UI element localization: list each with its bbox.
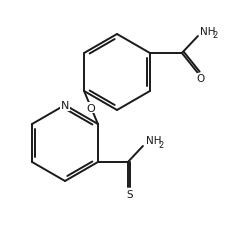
Text: S: S <box>126 189 133 199</box>
Text: NH: NH <box>146 136 161 145</box>
Text: O: O <box>197 74 205 84</box>
Text: NH: NH <box>200 27 216 37</box>
Text: O: O <box>87 103 95 113</box>
Text: 2: 2 <box>158 140 163 149</box>
Text: 2: 2 <box>212 31 217 40</box>
Text: N: N <box>61 100 69 110</box>
